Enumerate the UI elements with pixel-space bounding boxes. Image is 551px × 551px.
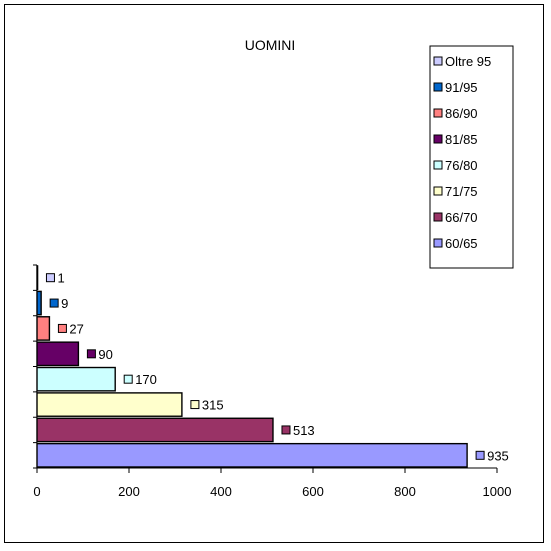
- data-label-key: [190, 400, 200, 410]
- x-axis: 0 200 400 600 800 1000: [33, 264, 512, 499]
- data-label: 935: [487, 448, 509, 463]
- data-label: 9: [61, 296, 68, 311]
- chart-title: UOMINI: [245, 37, 296, 53]
- x-tick-label: 800: [394, 484, 416, 499]
- legend-swatch: [433, 134, 443, 144]
- data-label-key: [123, 374, 133, 384]
- bar-chart: UOMINI 935 513 315 170 90 279 1 0 200 400 600 800 1…: [33, 37, 514, 499]
- x-tick-label: 200: [118, 484, 140, 499]
- legend-label: 91/95: [445, 80, 478, 95]
- data-label: 1: [57, 271, 64, 286]
- legend-swatch: [433, 238, 443, 248]
- x-tick-label: 400: [210, 484, 232, 499]
- data-label: 27: [69, 321, 83, 336]
- x-tick-label: 600: [302, 484, 324, 499]
- x-tick-label: 1000: [483, 484, 512, 499]
- legend-label: Oltre 95: [445, 54, 491, 69]
- bar-91/95: [36, 290, 42, 316]
- bar-60/65: [36, 442, 468, 468]
- legend-label: 76/80: [445, 158, 478, 173]
- data-label-key: [49, 298, 59, 308]
- legend-swatch: [433, 160, 443, 170]
- legend: Oltre 95 91/95 86/90 81/85 76/80 71/75 66/70 60…: [429, 45, 514, 269]
- bar-86/90: [36, 316, 51, 341]
- bar-71/75: [36, 392, 183, 417]
- bar-76/80: [36, 366, 116, 392]
- bars-group: 935 513 315 170 90 279 1: [36, 265, 509, 468]
- bar-81/85: [36, 341, 80, 367]
- legend-swatch: [433, 82, 443, 92]
- legend-label: 71/75: [445, 184, 478, 199]
- x-tick-label: 0: [33, 484, 40, 499]
- data-label: 90: [98, 347, 112, 362]
- legend-label: 66/70: [445, 210, 478, 225]
- legend-swatch: [433, 56, 443, 66]
- chart-area: UOMINI 935 513 315 170 90 27 9 1 0 200 400 600 800 1…: [4, 4, 544, 543]
- bar-66/70: [36, 417, 274, 443]
- legend-label: 60/65: [445, 236, 478, 251]
- legend-label: 86/90: [445, 106, 478, 121]
- data-label-key: [86, 349, 96, 359]
- legend-box: [429, 45, 514, 269]
- legend-swatch: [433, 108, 443, 118]
- legend-label: 81/85: [445, 132, 478, 147]
- legend-swatch: [433, 212, 443, 222]
- data-label-key: [281, 425, 291, 435]
- data-label: 315: [202, 398, 224, 413]
- data-label-key: [475, 450, 485, 460]
- data-label-key: [45, 273, 55, 283]
- legend-swatch: [433, 186, 443, 196]
- data-label: 513: [293, 423, 315, 438]
- data-label-key: [57, 323, 67, 333]
- data-label: 170: [135, 372, 157, 387]
